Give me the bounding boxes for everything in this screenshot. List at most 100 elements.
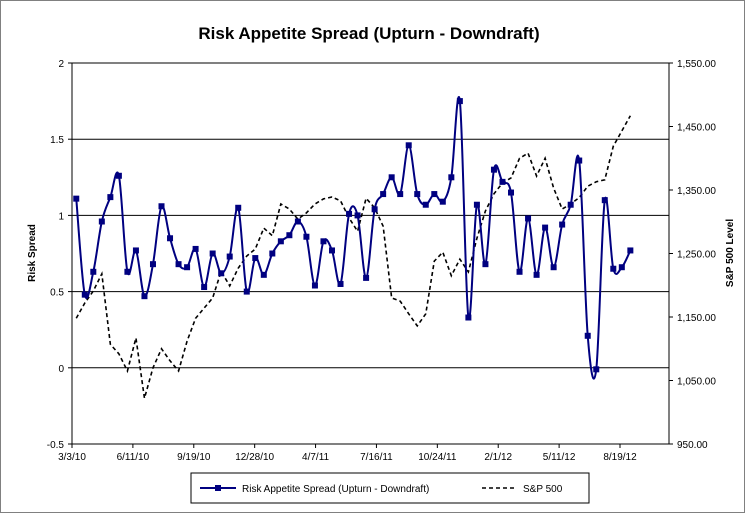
risk-spread-point <box>422 201 429 208</box>
risk-spread-point <box>90 268 97 275</box>
risk-spread-point <box>363 274 370 281</box>
risk-spread-point <box>576 157 583 164</box>
legend-box <box>190 472 590 504</box>
risk-spread-point <box>388 174 395 181</box>
risk-spread-point <box>107 194 114 201</box>
x-tick-label: 8/19/12 <box>603 452 637 463</box>
legend: Risk Appetite Spread (Upturn - Downdraft… <box>190 472 590 504</box>
y2-tick-label: 1,550.00 <box>677 59 716 70</box>
risk-spread-point <box>277 238 284 245</box>
risk-spread-point <box>448 174 455 181</box>
y-tick-label: -0.5 <box>47 440 65 451</box>
legend-label-risk-spread: Risk Appetite Spread (Upturn - Downdraft… <box>242 484 429 495</box>
risk-spread-point <box>627 247 634 254</box>
risk-spread-point <box>98 218 105 225</box>
risk-spread-point <box>601 197 608 204</box>
left-axis-ticks: -0.5 0 0.5 1 1.5 2 <box>47 59 72 451</box>
risk-spread-point <box>380 191 387 198</box>
risk-spread-point <box>167 235 174 242</box>
risk-spread-point <box>397 191 404 198</box>
risk-spread-point <box>226 253 233 260</box>
risk-spread-point <box>294 218 301 225</box>
risk-spread-point <box>175 261 182 268</box>
y-tick-label: 0.5 <box>50 288 64 299</box>
y-tick-label: 0 <box>58 364 64 375</box>
x-tick-label: 10/24/11 <box>418 452 457 463</box>
risk-spread-point <box>346 210 353 217</box>
risk-spread-point <box>559 221 566 228</box>
risk-spread-point <box>499 178 506 185</box>
risk-spread-point <box>371 206 378 213</box>
risk-spread-point <box>618 264 625 271</box>
x-tick-label: 4/7/11 <box>302 452 329 463</box>
x-tick-label: 6/11/10 <box>117 452 150 463</box>
x-tick-label: 5/11/12 <box>543 452 576 463</box>
legend-marker-risk-spread <box>215 485 221 491</box>
risk-spread-point <box>482 261 489 268</box>
risk-spread-point <box>235 204 242 211</box>
risk-spread-point <box>243 288 250 295</box>
risk-spread-point <box>115 172 122 179</box>
y2-tick-label: 1,050.00 <box>677 377 716 388</box>
risk-spread-point <box>593 366 600 373</box>
y2-tick-label: 1,350.00 <box>677 186 716 197</box>
y2-tick-label: 950.00 <box>677 440 708 451</box>
risk-spread-point <box>414 191 421 198</box>
risk-spread-point <box>508 189 515 196</box>
y2-tick-label: 1,150.00 <box>677 313 716 324</box>
left-axis-label: Risk Spread <box>27 224 38 282</box>
sp500-line <box>75 115 632 399</box>
risk-spread-point <box>490 166 497 173</box>
risk-spread-point <box>550 264 557 271</box>
risk-spread-point <box>533 271 540 278</box>
risk-spread-point <box>124 268 131 275</box>
risk-spread-point <box>320 238 327 245</box>
risk-spread-point <box>516 268 523 275</box>
risk-spread-point <box>252 255 259 262</box>
risk-spread-point <box>584 332 591 339</box>
risk-spread-point <box>431 191 438 198</box>
gridlines <box>72 138 669 369</box>
risk-spread-point <box>405 142 412 149</box>
risk-spread-point <box>610 265 617 272</box>
right-axis-ticks: 950.00 1,050.00 1,150.00 1,250.00 1,350.00 1,… <box>669 59 716 451</box>
risk-spread-point <box>567 201 574 208</box>
right-axis-label: S&P 500 Level <box>725 219 736 287</box>
y2-tick-label: 1,250.00 <box>677 250 716 261</box>
risk-spread-point <box>303 233 310 240</box>
risk-spread-point <box>73 195 80 202</box>
y-tick-label: 1 <box>58 211 64 222</box>
x-tick-label: 9/19/10 <box>177 452 211 463</box>
x-tick-label: 3/3/10 <box>58 452 86 463</box>
risk-spread-point <box>260 271 267 278</box>
risk-spread-point <box>141 293 148 300</box>
y-tick-label: 1.5 <box>50 135 64 146</box>
risk-spread-point <box>149 261 156 268</box>
risk-spread-point <box>542 224 549 231</box>
x-tick-label: 2/1/12 <box>484 452 512 463</box>
risk-spread-point <box>209 250 216 257</box>
chart-title: Risk Appetite Spread (Upturn - Downdraft… <box>198 24 539 43</box>
risk-spread-point <box>269 250 276 257</box>
risk-spread-point <box>337 280 344 287</box>
risk-spread-point <box>311 282 318 289</box>
risk-spread-point <box>201 284 208 291</box>
risk-spread-point <box>158 203 165 210</box>
risk-spread-point <box>184 264 191 271</box>
y-tick-label: 2 <box>58 59 64 70</box>
risk-spread-point <box>81 291 88 298</box>
risk-spread-point <box>192 245 199 252</box>
x-tick-label: 7/16/11 <box>360 452 393 463</box>
risk-spread-point <box>286 232 293 239</box>
risk-spread-point <box>328 247 335 254</box>
risk-spread-point <box>456 98 463 105</box>
risk-spread-point <box>525 215 532 222</box>
y2-tick-label: 1,450.00 <box>677 123 716 134</box>
risk-spread-point <box>439 198 446 205</box>
x-tick-label: 12/28/10 <box>235 452 274 463</box>
risk-spread-point <box>132 247 139 254</box>
risk-spread-point <box>473 201 480 208</box>
risk-spread-point <box>465 314 472 321</box>
